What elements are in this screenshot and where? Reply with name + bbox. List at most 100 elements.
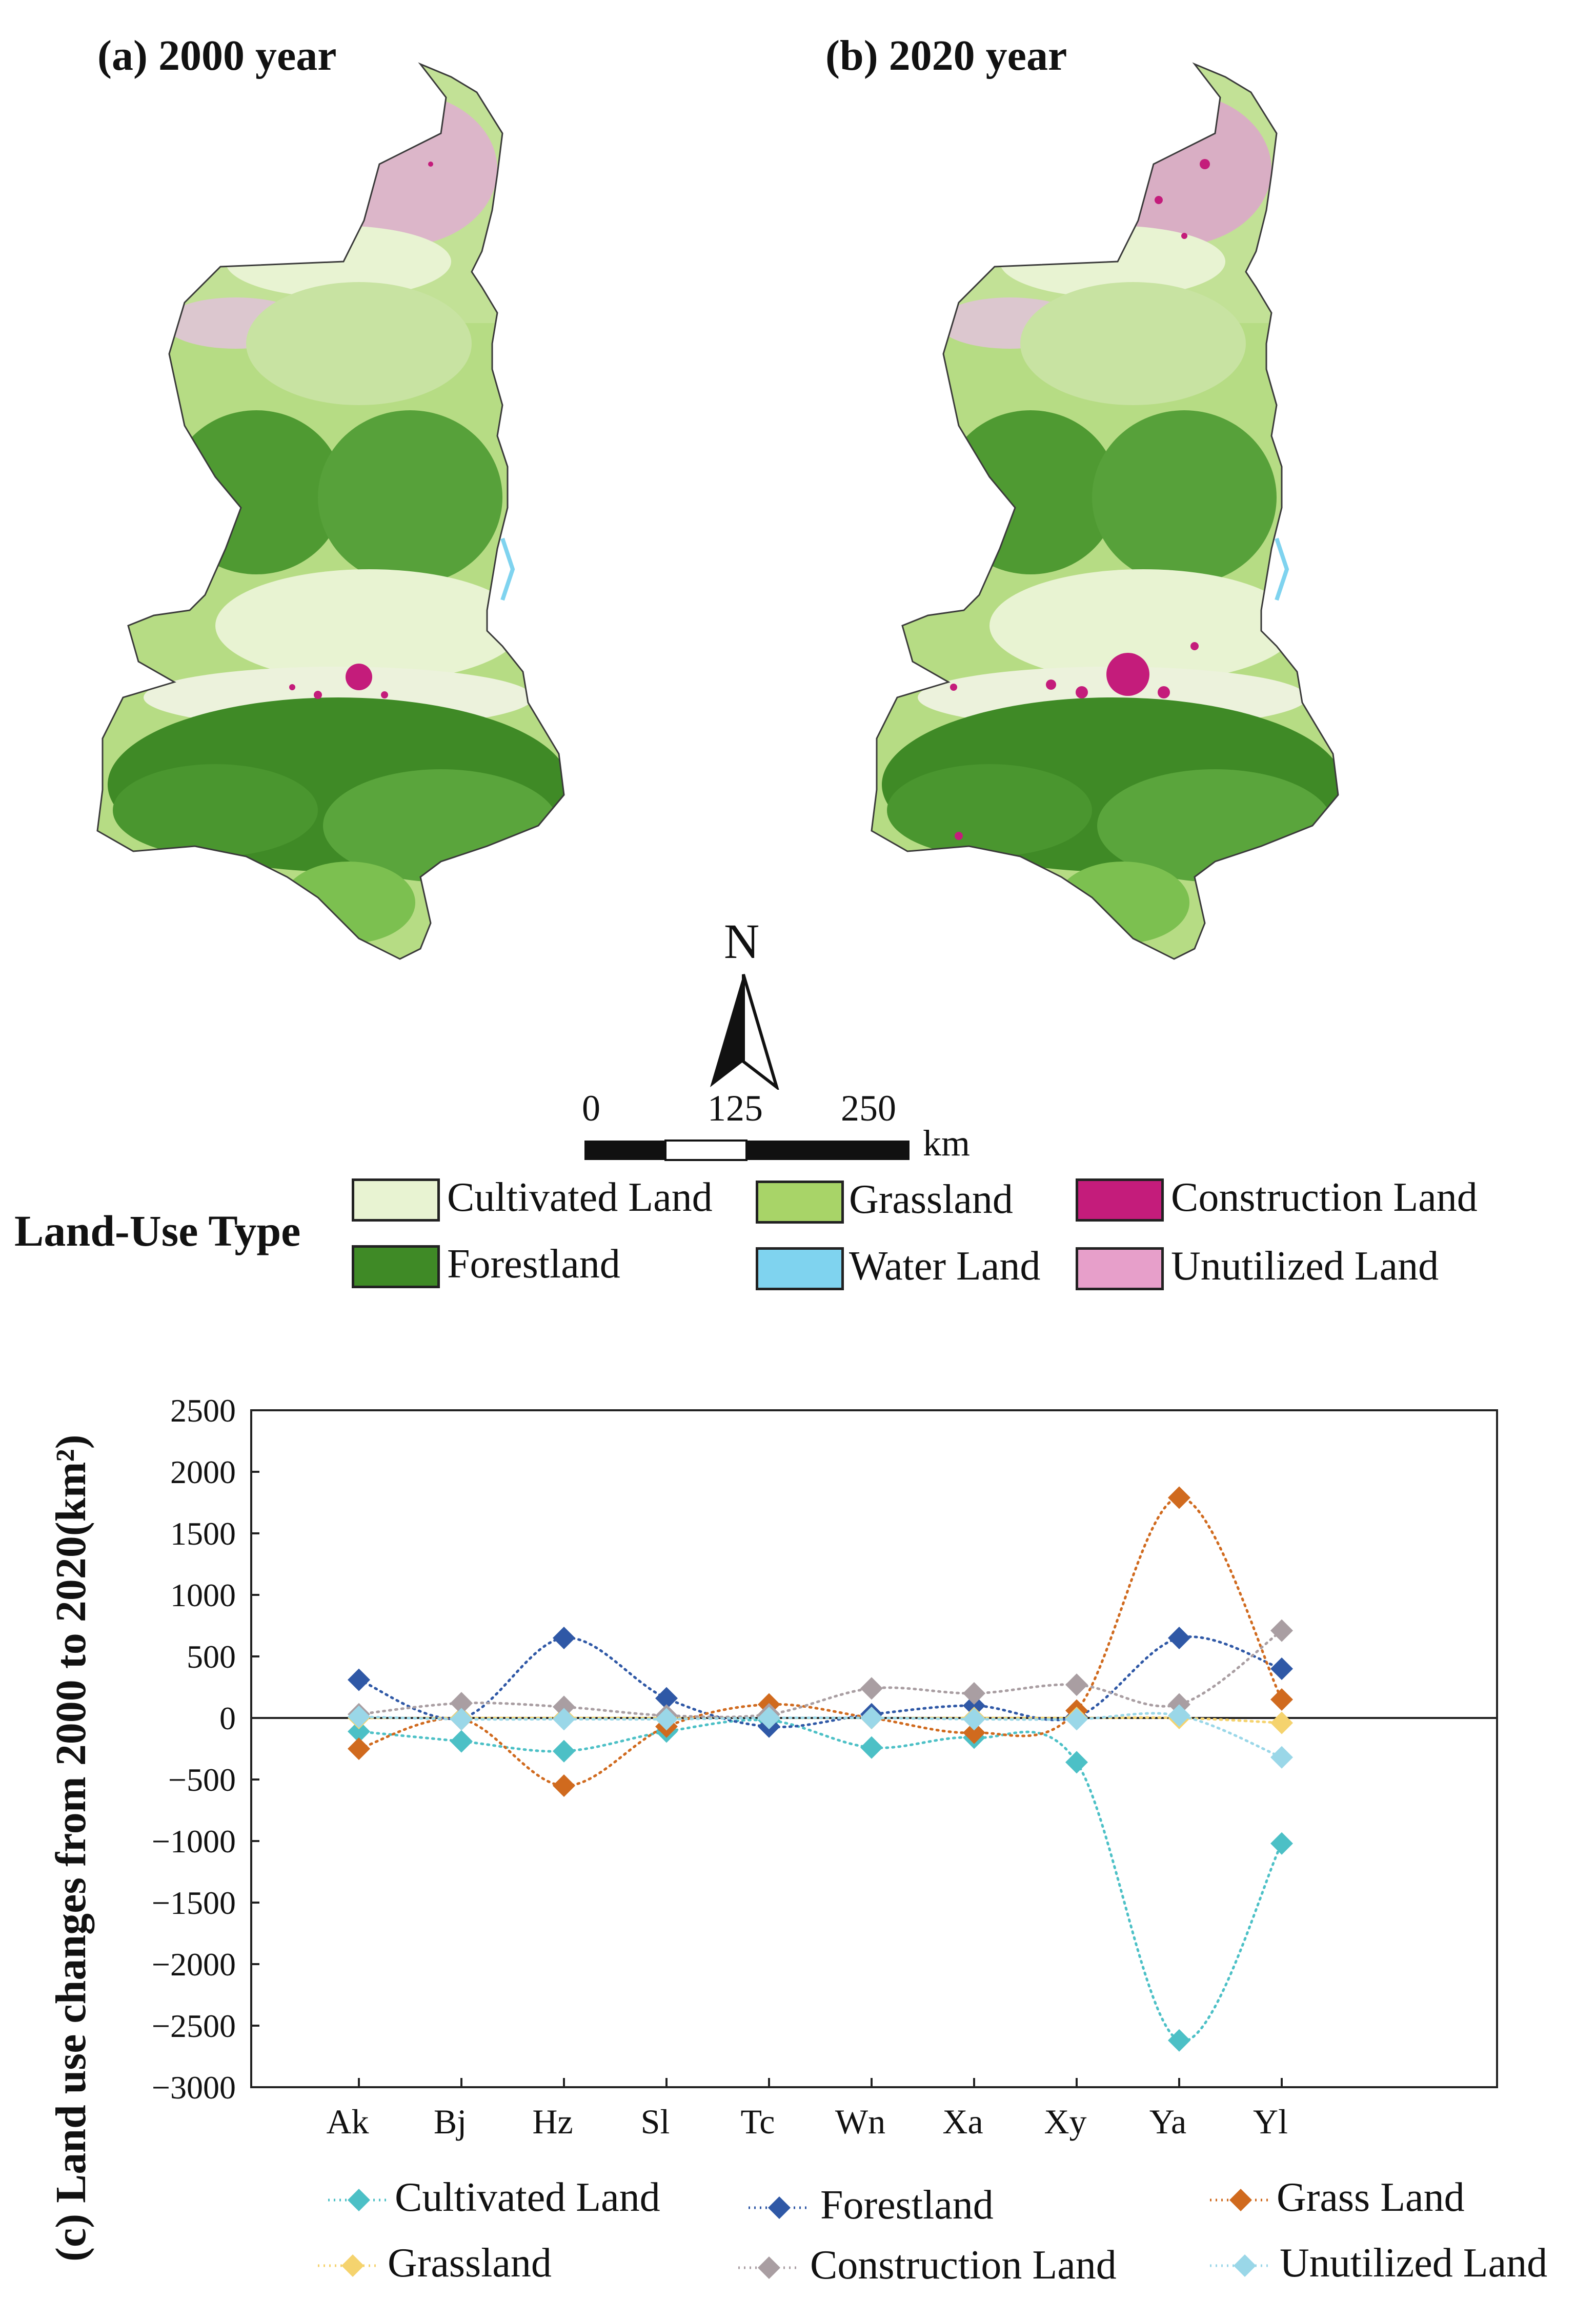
y-tick-label: 500 [187, 1638, 236, 1675]
chart-legend-marker-cultivated-land [328, 2189, 390, 2211]
legend-label-forestland: Forestland [447, 1242, 620, 1287]
data-point-forestland [348, 1668, 370, 1691]
legend-swatch-cultivated-land [352, 1178, 440, 1222]
data-point-unutilized-land [1168, 1704, 1190, 1727]
north-label: N [724, 914, 760, 969]
data-point-grassland [1270, 1711, 1293, 1734]
data-point-construction-land [860, 1677, 883, 1700]
chart-legend-marker-construction-land [738, 2256, 800, 2279]
x-tick-label: Sl [641, 2102, 670, 2141]
legend-swatch-grassland [756, 1181, 844, 1224]
data-point-unutilized-land [450, 1708, 473, 1731]
chart-legend-label-grass-land: Grass Land [1277, 2175, 1465, 2220]
x-tick-label: Xa [942, 2102, 983, 2141]
y-tick-label: −2500 [152, 2008, 236, 2044]
chart-legend-label-cultivated-land: Cultivated Land [395, 2175, 660, 2220]
data-point-grass-land [1168, 1486, 1190, 1509]
data-point-forestland [1270, 1657, 1293, 1680]
data-point-unutilized-land [553, 1708, 575, 1731]
scale-bar [584, 1139, 910, 1161]
scale-tick-125: 125 [708, 1088, 763, 1129]
legend-label-grassland: Grassland [849, 1177, 1013, 1222]
data-point-unutilized-land [963, 1708, 985, 1731]
data-point-forestland [1168, 1627, 1190, 1649]
plot-frame [250, 1409, 1498, 2088]
data-point-unutilized-land [655, 1708, 678, 1731]
x-tick-label: Wn [835, 2102, 885, 2141]
map-2000 [96, 62, 565, 960]
data-point-grass-land [1270, 1688, 1293, 1711]
scale-unit: km [923, 1123, 971, 1164]
data-point-unutilized-land [348, 1705, 370, 1728]
chart-legend-marker-grass-land [1210, 2189, 1271, 2211]
scale-tick-250: 250 [841, 1088, 896, 1129]
data-point-unutilized-land [758, 1707, 780, 1729]
data-point-construction-land [1270, 1619, 1293, 1642]
data-point-cultivated-land [450, 1730, 473, 1753]
map-2020 [871, 62, 1339, 960]
scale-tick-0: 0 [582, 1088, 600, 1129]
panel-b-title: (b) 2020 year [825, 32, 1067, 79]
legend-label-unutilized-land: Unutilized Land [1171, 1244, 1439, 1289]
y-tick-label: −1000 [152, 1823, 236, 1860]
series-line-unutilized-land [357, 1712, 1283, 1759]
data-point-cultivated-land [348, 1720, 370, 1743]
chart-legend-label-construction-land: Construction Land [810, 2243, 1117, 2288]
data-point-forestland [655, 1687, 678, 1710]
x-tick-label: Hz [532, 2102, 573, 2141]
data-point-forestland [553, 1627, 575, 1649]
data-point-unutilized-land [1065, 1708, 1088, 1731]
y-tick-label: −1500 [152, 1885, 236, 1921]
x-tick-label: Xy [1044, 2102, 1086, 2141]
y-tick-label: −3000 [152, 2069, 236, 2106]
y-tick-label: 1500 [170, 1515, 236, 1552]
chart-legend-label-grassland: Grassland [388, 2241, 552, 2286]
panel-a-title: (a) 2000 year [97, 32, 337, 79]
legend-swatch-water-land [756, 1247, 844, 1290]
x-tick-label: Yl [1253, 2102, 1288, 2141]
data-point-unutilized-land [1270, 1746, 1293, 1769]
y-tick-label: 1000 [170, 1577, 236, 1613]
data-point-grass-land [963, 1721, 985, 1744]
y-tick-label: −500 [168, 1762, 236, 1798]
north-arrow-icon [710, 974, 779, 1090]
y-tick-label: −2000 [152, 1946, 236, 1983]
data-point-forestland [963, 1694, 985, 1717]
data-point-construction-land [450, 1692, 473, 1715]
data-point-grass-land [348, 1737, 370, 1760]
y-tick-label: 2000 [170, 1454, 236, 1490]
x-tick-label: Ak [326, 2102, 369, 2141]
chart-legend-marker-unutilized-land [1210, 2254, 1271, 2277]
x-tick-label: Ya [1149, 2102, 1186, 2141]
y-tick-label: 2500 [170, 1392, 236, 1429]
data-point-cultivated-land [1168, 2029, 1190, 2052]
data-point-cultivated-land [860, 1736, 883, 1759]
chart-legend-label-unutilized-land: Unutilized Land [1280, 2241, 1548, 2286]
chart-legend-marker-forestland [749, 2196, 810, 2219]
series-line-cultivated-land [357, 1718, 1283, 2043]
x-tick-label: Tc [741, 2102, 775, 2141]
chart-legend-label-forestland: Forestland [820, 2183, 994, 2228]
data-point-cultivated-land [553, 1740, 575, 1763]
data-point-grass-land [553, 1774, 575, 1797]
land-use-legend-title: Land-Use Type [14, 1206, 301, 1255]
series-line-forestland [357, 1635, 1283, 1729]
legend-label-construction-land: Construction Land [1171, 1175, 1478, 1220]
series-line-construction-land [357, 1629, 1283, 1718]
legend-swatch-unutilized-land [1076, 1247, 1164, 1290]
legend-label-water-land: Water Land [849, 1244, 1041, 1289]
data-point-construction-land [1065, 1673, 1088, 1696]
data-point-construction-land [553, 1695, 575, 1718]
legend-swatch-construction-land [1076, 1178, 1164, 1222]
series-line-grass-land [357, 1496, 1283, 1787]
legend-label-cultivated-land: Cultivated Land [447, 1175, 713, 1220]
x-tick-label: Bj [434, 2102, 467, 2141]
data-point-cultivated-land [1065, 1751, 1088, 1774]
legend-swatch-forestland [352, 1245, 440, 1288]
data-point-unutilized-land [860, 1707, 883, 1729]
chart-legend-marker-grassland [318, 2254, 379, 2277]
data-point-cultivated-land [1270, 1832, 1293, 1855]
land-use-change-chart: 2500 2000 1500 1000 500 0 −500 −1000 −1500 −2000 −… [152, 1392, 1498, 2141]
data-point-construction-land [963, 1682, 985, 1705]
y-tick-label: 0 [219, 1700, 236, 1736]
